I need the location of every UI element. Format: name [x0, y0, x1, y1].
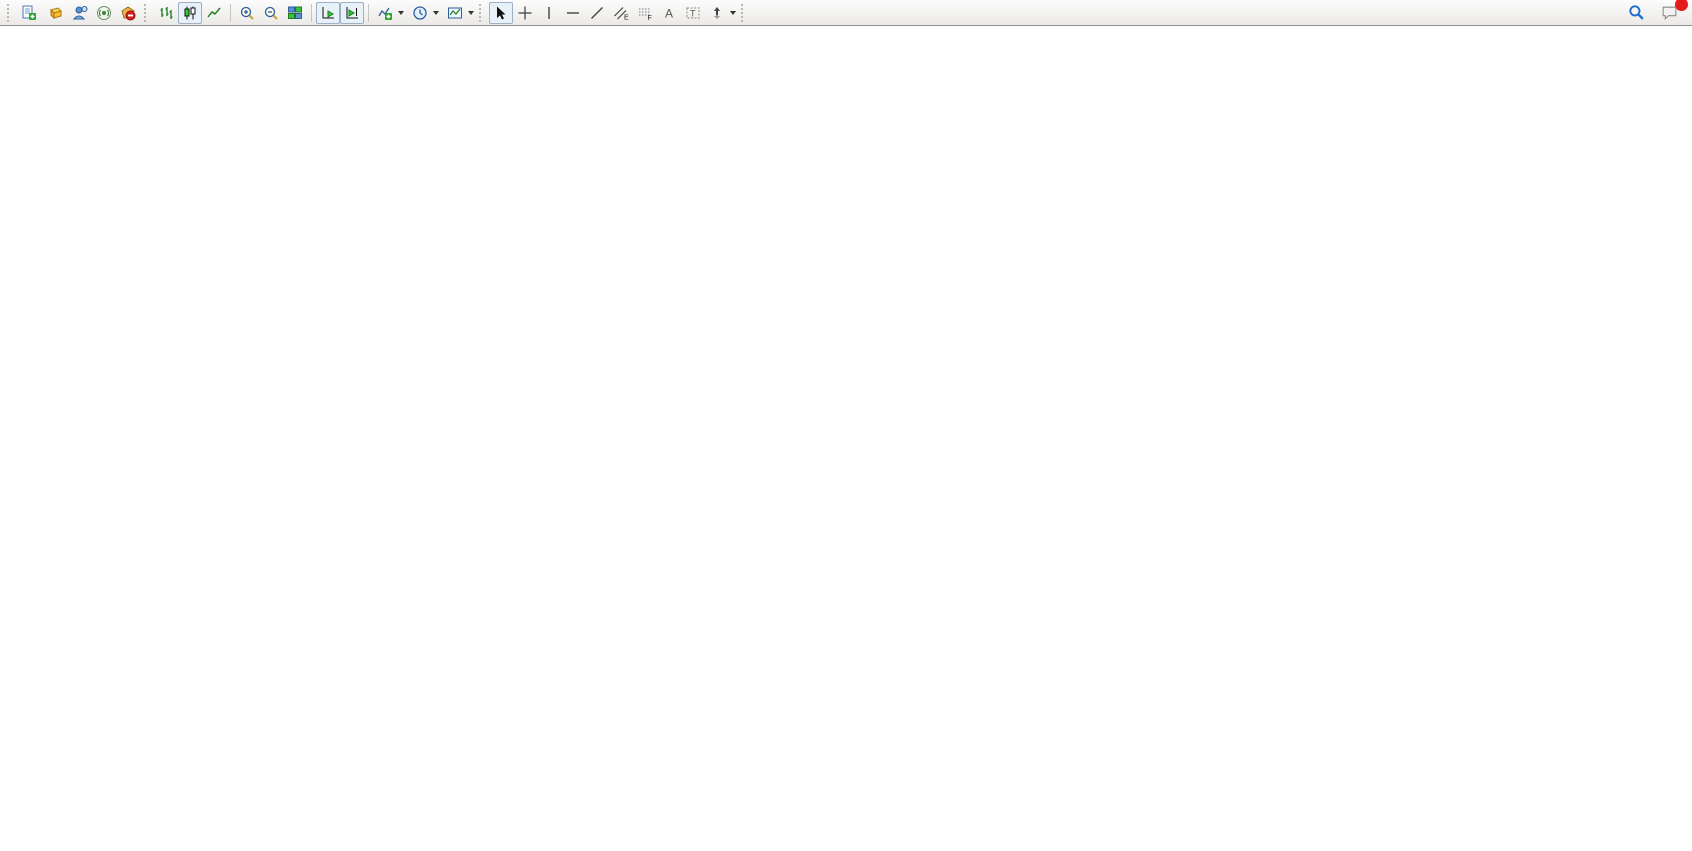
main-toolbar: E F A T	[0, 0, 1692, 26]
zoom-in-icon	[240, 6, 254, 20]
autotrading-button[interactable]	[116, 2, 143, 24]
periods-icon	[413, 5, 427, 20]
toolbar-separator	[311, 3, 312, 22]
tile-windows-button[interactable]	[283, 2, 307, 24]
vertical-line-button[interactable]	[537, 2, 561, 24]
trendline-button[interactable]	[585, 2, 609, 24]
chevron-down-icon	[730, 10, 736, 15]
fibonacci-icon: F	[639, 8, 652, 21]
toolbar-grip[interactable]	[144, 3, 151, 22]
new-order-button[interactable]	[17, 2, 44, 24]
candlestick-chart-button[interactable]	[178, 1, 202, 24]
toolbar-right-zone	[1624, 0, 1688, 24]
chart-shift-button[interactable]	[340, 1, 364, 24]
zoom-out-button[interactable]	[259, 2, 283, 24]
autotrading-icon	[121, 5, 136, 20]
chevron-down-icon	[398, 10, 404, 15]
broadcast-icon	[97, 5, 111, 20]
search-button[interactable]	[1624, 2, 1649, 24]
toolbar-grip[interactable]	[7, 3, 14, 22]
horizontal-line-icon	[567, 11, 579, 14]
trendline-icon	[591, 6, 603, 19]
candlestick-chart-icon	[184, 6, 196, 19]
tile-windows-icon	[288, 6, 302, 19]
crosshair-icon	[518, 6, 532, 19]
fibonacci-button[interactable]: F	[633, 2, 657, 24]
svg-text:A: A	[665, 6, 673, 20]
text-label-button[interactable]: T	[681, 2, 705, 24]
toolbar-grip[interactable]	[741, 3, 748, 22]
templates-icon	[448, 7, 462, 18]
equidistant-channel-icon: E	[614, 6, 629, 21]
horizontal-line-button[interactable]	[561, 2, 585, 24]
cursor-icon	[497, 6, 506, 19]
svg-text:E: E	[624, 14, 629, 21]
crosshair-button[interactable]	[513, 2, 537, 24]
indicators-button[interactable]	[373, 2, 408, 24]
zoom-in-button[interactable]	[235, 2, 259, 24]
notifications-button[interactable]	[1657, 0, 1688, 24]
text-button[interactable]: A	[657, 2, 681, 24]
line-chart-icon	[207, 7, 221, 17]
bar-chart-button[interactable]	[154, 2, 178, 24]
periods-button[interactable]	[408, 2, 443, 24]
svg-text:F: F	[648, 15, 652, 21]
cursor-button[interactable]	[489, 1, 513, 24]
chevron-down-icon	[433, 10, 439, 15]
bar-chart-icon	[160, 6, 173, 19]
indicators-icon	[378, 7, 392, 20]
new-order-icon	[22, 5, 36, 20]
auto-scroll-icon	[322, 6, 334, 18]
market-watch-button[interactable]	[44, 2, 68, 24]
search-icon	[1629, 5, 1644, 20]
vertical-line-icon	[548, 6, 550, 19]
zoom-out-icon	[264, 6, 278, 20]
arrows-button[interactable]	[705, 2, 740, 24]
chart-shift-icon	[346, 6, 358, 18]
market-watch-icon	[50, 6, 62, 19]
gbpjpy-h4-chart[interactable]	[0, 26, 1692, 851]
notification-count-badge	[1675, 0, 1688, 11]
toolbar-separator	[230, 3, 231, 22]
toolbar-grip[interactable]	[479, 3, 486, 22]
toolbar-separator	[368, 3, 369, 22]
publisher-button[interactable]	[68, 2, 92, 24]
text-icon: A	[665, 6, 673, 20]
equidistant-channel-button[interactable]: E	[609, 2, 633, 24]
svg-text:T: T	[690, 8, 696, 18]
chart-window	[0, 26, 1692, 851]
text-label-icon: T	[686, 7, 700, 18]
templates-button[interactable]	[443, 2, 478, 24]
arrows-icon	[714, 6, 720, 19]
chevron-down-icon	[468, 10, 474, 15]
line-chart-button[interactable]	[202, 2, 226, 24]
publisher-icon	[72, 5, 88, 19]
auto-scroll-button[interactable]	[316, 1, 340, 24]
broadcast-button[interactable]	[92, 2, 116, 24]
